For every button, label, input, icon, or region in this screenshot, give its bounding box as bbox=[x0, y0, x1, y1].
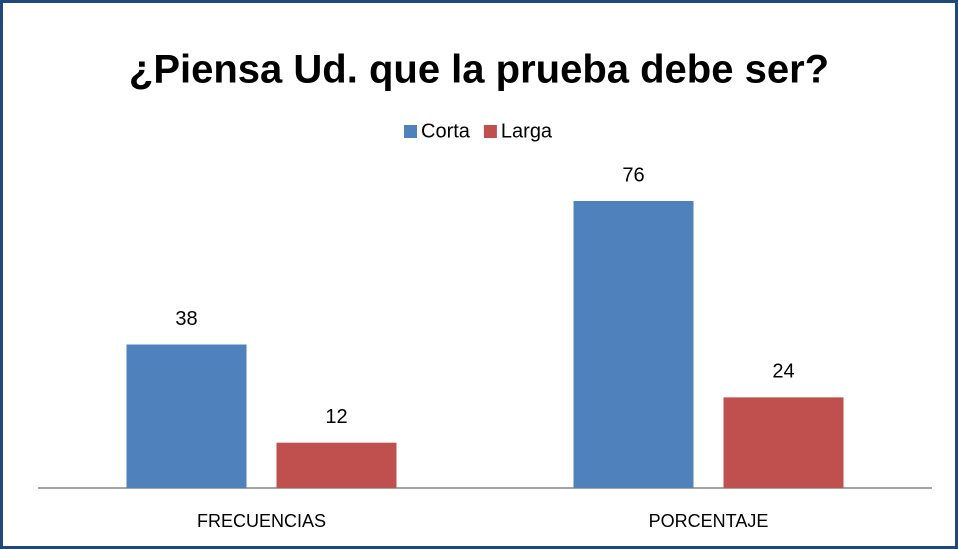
x-tick-label: PORCENTAJE bbox=[649, 511, 769, 531]
bar bbox=[126, 344, 247, 488]
data-label: 76 bbox=[622, 164, 644, 186]
x-tick-label: FRECUENCIAS bbox=[197, 511, 326, 531]
bar bbox=[276, 442, 397, 488]
bar bbox=[573, 201, 694, 488]
legend-swatch bbox=[404, 125, 417, 138]
legend-label: Larga bbox=[501, 120, 553, 142]
legend-label: Corta bbox=[421, 120, 471, 142]
data-label: 38 bbox=[175, 308, 197, 330]
data-label: 12 bbox=[325, 406, 347, 428]
bar bbox=[723, 397, 844, 488]
legend-swatch bbox=[483, 125, 497, 138]
chart-title: ¿Piensa Ud. que la prueba debe ser? bbox=[129, 48, 829, 92]
data-label: 24 bbox=[772, 361, 794, 383]
